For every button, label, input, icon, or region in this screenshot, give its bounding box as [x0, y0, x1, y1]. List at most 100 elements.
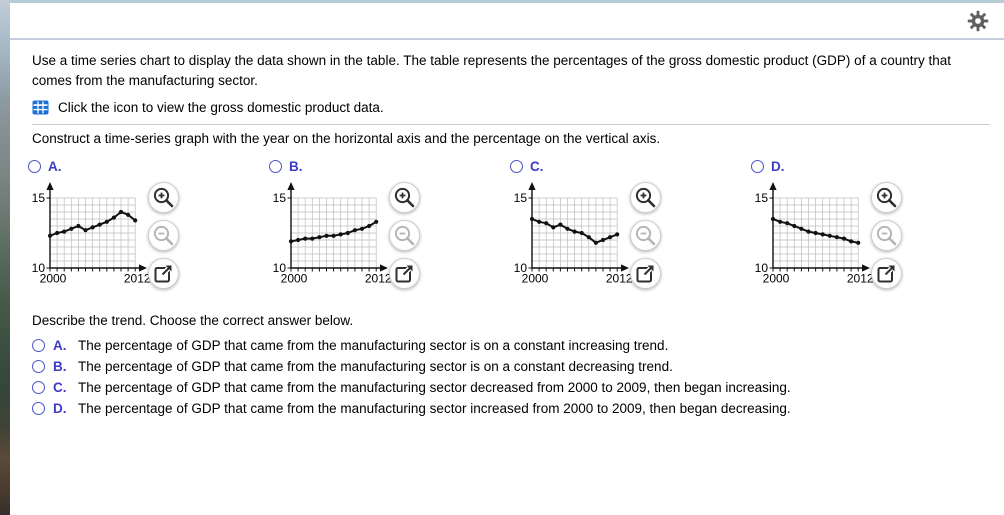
graph-answer-options: A. 15 10 2000 2012 B. 15 10 2000 2012 C. 15 10 2000 20…: [28, 159, 990, 289]
zoom-in-button[interactable]: [630, 182, 661, 213]
data-point: [303, 236, 308, 241]
data-point: [288, 239, 294, 244]
trend-option-a: A. The percentage of GDP that came from t…: [32, 338, 990, 353]
y-tick-label: 10: [273, 261, 287, 275]
y-tick-label: 15: [755, 191, 769, 205]
x-tick-label: 2000: [281, 272, 308, 286]
open-new-window-button[interactable]: [871, 258, 902, 289]
data-point: [792, 223, 797, 229]
settings-gear-icon[interactable]: [967, 10, 989, 32]
data-point: [310, 236, 315, 241]
data-point: [324, 233, 329, 238]
zoom-in-button[interactable]: [871, 182, 902, 213]
view-data-table-icon[interactable]: [32, 100, 49, 115]
graph-option-radio-c[interactable]: [510, 159, 523, 173]
graph-option-radio-a[interactable]: [28, 159, 41, 173]
open-in-new-window-icon: [877, 264, 896, 283]
trend-option-letter: D.: [53, 401, 67, 416]
data-point: [551, 225, 556, 230]
trend-option-radio-b[interactable]: [32, 360, 45, 373]
data-point: [579, 230, 584, 236]
zoom-in-button[interactable]: [148, 182, 179, 213]
zoom-in-icon: [876, 187, 897, 208]
zoom-out-button[interactable]: [871, 220, 902, 251]
data-point: [62, 229, 67, 234]
trend-option-letter: C.: [53, 380, 67, 395]
section-divider: [32, 124, 990, 125]
data-point: [785, 221, 790, 226]
zoom-out-button[interactable]: [389, 220, 420, 251]
data-point: [338, 232, 343, 237]
data-point: [126, 212, 131, 217]
data-point: [565, 226, 570, 231]
zoom-out-button[interactable]: [630, 220, 661, 251]
open-new-window-button[interactable]: [389, 258, 420, 289]
data-point: [834, 235, 839, 240]
trend-option-radio-a[interactable]: [32, 339, 45, 352]
data-point: [47, 233, 53, 238]
trend-option-radio-d[interactable]: [32, 402, 45, 415]
data-point: [118, 209, 124, 215]
zoom-in-icon: [394, 187, 415, 208]
trend-answer-options: A. The percentage of GDP that came from t…: [32, 338, 990, 416]
data-point: [813, 230, 818, 236]
graph-option-radio-b[interactable]: [269, 159, 282, 173]
graph-option-a: A. 15 10 2000 2012: [28, 159, 269, 289]
x-tick-label: 2012: [124, 272, 151, 286]
desktop-wallpaper-strip: [0, 0, 10, 515]
data-point: [97, 222, 102, 227]
graph-option-letter: C.: [530, 158, 544, 174]
trend-option-text: The percentage of GDP that came from the…: [78, 380, 791, 395]
data-point: [133, 218, 138, 223]
zoom-out-icon: [876, 225, 897, 246]
data-point: [593, 240, 598, 245]
data-point: [76, 223, 81, 229]
zoom-out-button[interactable]: [148, 220, 179, 251]
data-point: [331, 233, 336, 238]
open-new-window-button[interactable]: [630, 258, 661, 289]
graph-option-letter: A.: [48, 158, 62, 174]
graph-option-radio-d[interactable]: [751, 159, 764, 173]
gear-glyph: [967, 10, 989, 31]
x-tick-label: 2000: [522, 272, 549, 286]
zoom-in-icon: [153, 187, 174, 208]
open-new-window-button[interactable]: [148, 258, 179, 289]
data-point: [778, 219, 783, 224]
data-point: [83, 228, 88, 233]
data-point: [572, 229, 577, 234]
data-point: [529, 216, 535, 222]
data-point: [770, 216, 776, 222]
data-point: [600, 237, 606, 243]
trend-option-d: D. The percentage of GDP that came from t…: [32, 401, 990, 416]
zoom-out-icon: [153, 225, 174, 246]
trend-option-b: B. The percentage of GDP that came from t…: [32, 359, 990, 374]
graph-option-b: B. 15 10 2000 2012: [269, 159, 510, 289]
y-tick-label: 10: [755, 261, 769, 275]
data-point: [352, 228, 357, 233]
y-tick-label: 10: [32, 261, 46, 275]
toolbar: [10, 0, 1004, 40]
zoom-out-icon: [635, 225, 656, 246]
graph-option-letter: D.: [771, 158, 785, 174]
trend-option-c: C. The percentage of GDP that came from t…: [32, 380, 990, 395]
question-content: Use a time series chart to display the d…: [10, 40, 1004, 416]
x-tick-label: 2012: [365, 272, 392, 286]
graph-option-letter: B.: [289, 158, 303, 174]
trend-option-radio-c[interactable]: [32, 381, 45, 394]
question-intro-text: Use a time series chart to display the d…: [32, 53, 951, 88]
trend-option-text: The percentage of GDP that came from the…: [78, 359, 673, 374]
data-point: [367, 223, 372, 229]
open-in-new-window-icon: [636, 264, 655, 283]
data-point: [90, 225, 95, 230]
chart-tool-buttons: [148, 182, 179, 289]
data-point: [55, 230, 60, 236]
x-tick-label: 2012: [606, 272, 633, 286]
zoom-in-button[interactable]: [389, 182, 420, 213]
x-tick-label: 2012: [847, 272, 874, 286]
construct-prompt: Construct a time-series graph with the y…: [32, 131, 661, 146]
zoom-in-icon: [635, 187, 656, 208]
trend-option-text: The percentage of GDP that came from the…: [78, 338, 669, 353]
